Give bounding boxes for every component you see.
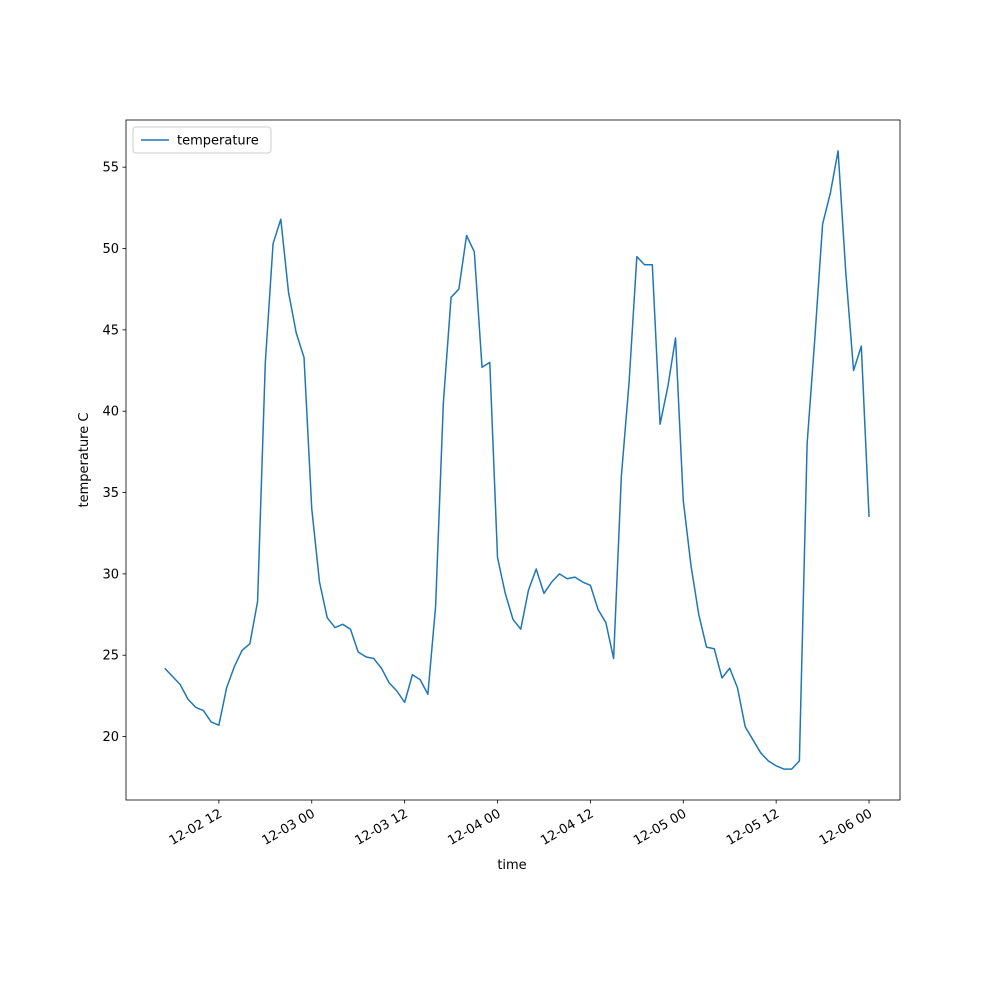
- plot-frame: [125, 119, 901, 801]
- data-line: [164, 150, 870, 770]
- y-tick-label: 45: [102, 323, 119, 338]
- x-tick-label: 12-02 12: [167, 806, 225, 848]
- y-tick-label: 20: [102, 730, 119, 745]
- x-tick-label: 12-03 00: [260, 806, 318, 848]
- x-tick-label: 12-05 00: [631, 806, 689, 848]
- x-tick-label: 12-05 12: [724, 806, 782, 848]
- x-tick-label: 12-04 00: [445, 806, 503, 848]
- x-tick-label: 12-03 12: [353, 806, 411, 848]
- y-tick-label: 55: [102, 161, 119, 176]
- x-tick-label: 12-06 00: [817, 806, 875, 848]
- y-axis-label: temperature C: [77, 413, 92, 508]
- y-tick-label: 30: [102, 567, 119, 582]
- y-tick-label: 35: [102, 486, 119, 501]
- y-tick-label: 40: [102, 405, 119, 420]
- legend-label: temperature: [177, 134, 259, 149]
- x-axis-label: time: [497, 858, 526, 873]
- legend-box: [132, 126, 272, 154]
- y-tick-label: 50: [102, 242, 119, 257]
- x-tick-label: 12-04 12: [538, 806, 596, 848]
- y-tick-label: 25: [102, 649, 119, 664]
